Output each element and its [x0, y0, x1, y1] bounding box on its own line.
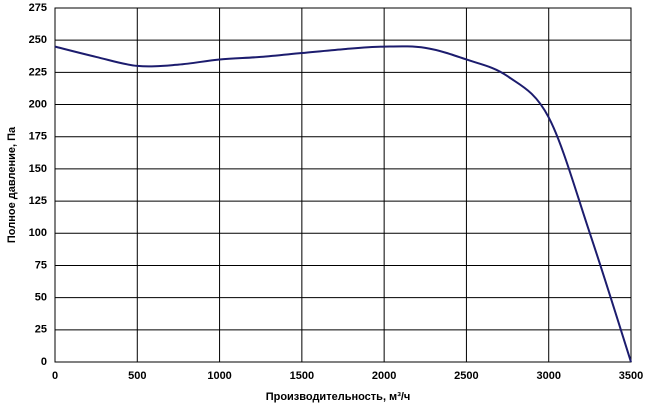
y-tick-label: 175	[29, 131, 47, 143]
x-tick-label: 1000	[207, 370, 231, 382]
x-tick-label: 2500	[454, 370, 478, 382]
x-tick-label: 500	[128, 370, 146, 382]
y-tick-label: 250	[29, 34, 47, 46]
y-tick-label: 200	[29, 98, 47, 110]
y-tick-label: 150	[29, 163, 47, 175]
y-tick-label: 25	[35, 324, 47, 336]
y-axis-label: Полное давление, Па	[6, 126, 18, 243]
x-tick-label: 3000	[536, 370, 560, 382]
y-tick-label: 50	[35, 292, 47, 304]
y-tick-label: 0	[41, 356, 47, 368]
y-tick-label: 100	[29, 227, 47, 239]
x-tick-label: 3500	[619, 370, 643, 382]
y-tick-label: 225	[29, 66, 47, 78]
x-tick-label: 0	[52, 370, 58, 382]
x-tick-label: 1500	[290, 370, 314, 382]
y-tick-label: 275	[29, 2, 47, 14]
x-axis-label: Производительность, м³/ч	[266, 391, 411, 403]
x-tick-label: 2000	[372, 370, 396, 382]
line	[54, 45, 632, 363]
y-tick-label: 125	[29, 195, 47, 207]
y-tick-label: 75	[35, 259, 47, 271]
plot-border	[54, 7, 632, 363]
